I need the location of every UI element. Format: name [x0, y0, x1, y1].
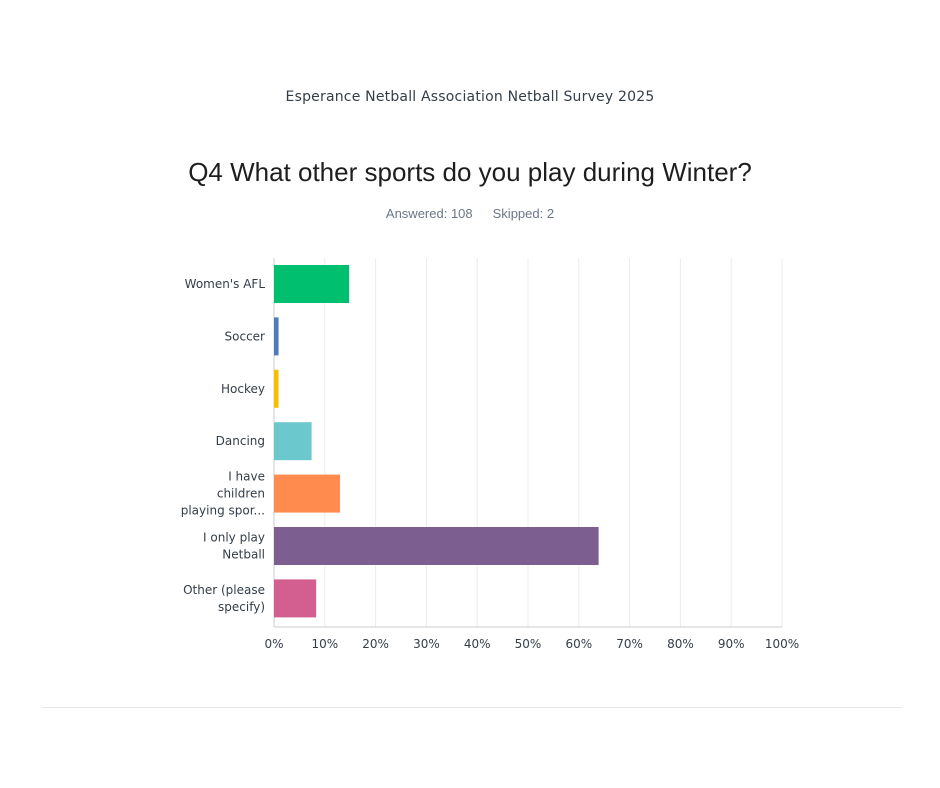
survey-title: Esperance Netball Association Netball Su… [285, 89, 655, 105]
x-tick-label: 90% [718, 637, 745, 651]
category-label: Women's AFL [185, 277, 266, 291]
response-stats: Answered: 108 Skipped: 2 [0, 206, 940, 221]
x-tick-label: 40% [464, 637, 491, 651]
category-label: Netball [222, 548, 265, 562]
bar [274, 474, 341, 513]
category-label: specify) [218, 600, 265, 614]
category-label: playing spor... [181, 504, 265, 518]
x-tick-label: 50% [515, 637, 542, 651]
x-tick-label: 70% [616, 637, 643, 651]
x-tick-label: 10% [311, 637, 338, 651]
x-tick-label: 0% [264, 637, 283, 651]
x-tick-label: 30% [413, 637, 440, 651]
category-label: I only play [203, 531, 265, 545]
bar-chart: 0% 10% 20% 30% 40% 50% 60% 70% 80% 90% 100% Women's… [181, 258, 799, 651]
bar [274, 422, 312, 461]
answered-count: Answered: 108 [385, 206, 473, 221]
skipped-count: Skipped: 2 [492, 206, 555, 221]
x-tick-label: 60% [565, 637, 592, 651]
bar [274, 265, 350, 303]
category-label: children [217, 487, 265, 501]
section-divider [42, 707, 902, 708]
bar [274, 527, 599, 565]
category-label: Hockey [221, 382, 265, 396]
x-tick-label: 20% [362, 637, 389, 651]
bar [274, 369, 279, 408]
bar [274, 317, 279, 356]
category-label: Other (please [183, 583, 265, 597]
question-title: Q4 What other sports do you play during … [188, 157, 752, 187]
bar [274, 579, 317, 618]
category-label: Soccer [225, 329, 266, 343]
x-tick-label: 100% [765, 637, 799, 651]
x-tick-label: 80% [667, 637, 694, 651]
category-label: Dancing [216, 434, 265, 448]
category-label: I have [228, 470, 265, 484]
